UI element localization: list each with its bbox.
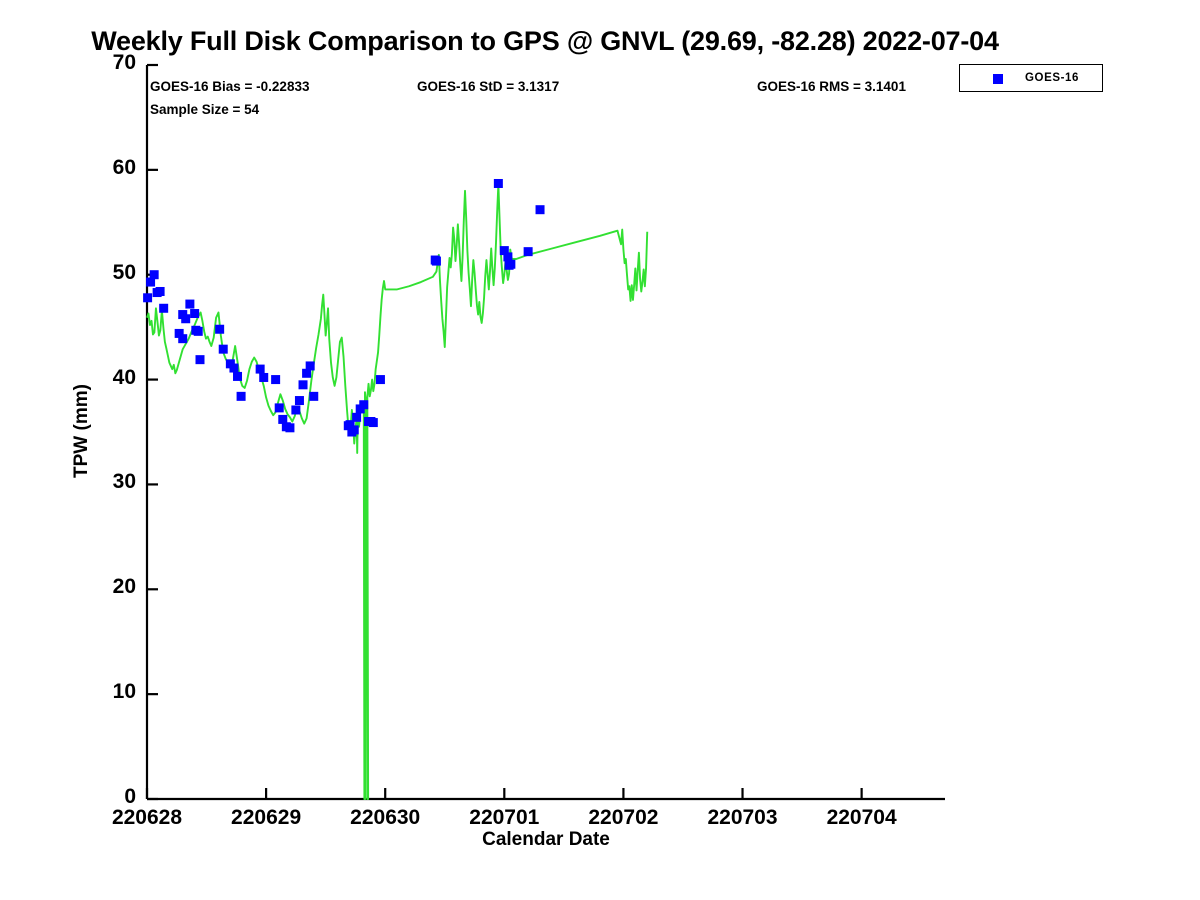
scatter-point <box>278 414 288 424</box>
scatter-point <box>523 247 533 257</box>
scatter-point <box>178 334 188 344</box>
scatter-point <box>359 400 369 410</box>
gps-trace-path <box>146 183 649 800</box>
x-tick-label-220630: 220630 <box>350 806 421 829</box>
x-axis-label: Calendar Date <box>482 829 610 850</box>
x-tick-label-220629: 220629 <box>231 806 302 829</box>
scatter-point <box>368 418 378 428</box>
scatter-point <box>193 326 203 336</box>
scatter-point <box>259 372 269 382</box>
scatter-point <box>349 425 359 435</box>
y-axis-ticks <box>147 63 158 801</box>
y-tick-label-70: 70 <box>112 51 136 74</box>
scatter-point <box>149 270 159 280</box>
scatter-point <box>181 314 191 324</box>
annotation-bias: GOES-16 Bias = -0.22833 <box>150 79 310 94</box>
y-tick-label-0: 0 <box>124 785 136 808</box>
scatter-point <box>271 375 281 385</box>
scatter-point <box>499 246 509 256</box>
scatter-point <box>375 375 385 385</box>
scatter-point <box>431 256 441 266</box>
gps-line-series <box>146 183 649 800</box>
x-tick-label-220628: 220628 <box>111 806 183 829</box>
scatter-point <box>159 303 169 313</box>
scatter-point <box>143 293 153 303</box>
annotation-sample-size: Sample Size = 54 <box>150 102 260 117</box>
scatter-point <box>309 391 319 401</box>
scatter-point <box>155 286 165 296</box>
scatter-point <box>174 328 184 338</box>
y-tick-label-20: 20 <box>112 575 136 599</box>
scatter-point <box>195 355 205 365</box>
scatter-point <box>233 371 243 381</box>
scatter-point <box>298 380 308 390</box>
goes16-scatter-series <box>143 178 545 437</box>
scatter-point <box>215 324 225 334</box>
scatter-point <box>506 259 516 269</box>
y-tick-label-50: 50 <box>112 260 136 284</box>
scatter-point <box>146 277 156 287</box>
scatter-point <box>255 364 265 374</box>
page-title: Weekly Full Disk Comparison to GPS @ GNV… <box>91 26 999 56</box>
scatter-point <box>294 396 304 406</box>
annotation-std: GOES-16 StD = 3.1317 <box>417 79 560 94</box>
scatter-point <box>190 309 200 319</box>
scatter-point <box>218 344 228 354</box>
x-axis-ticks <box>145 788 863 799</box>
scatter-point <box>305 361 315 371</box>
scatter-point <box>274 403 284 413</box>
scatter-point <box>503 252 513 262</box>
scatter-point <box>229 363 239 373</box>
scatter-point <box>345 420 355 430</box>
legend-marker-goes16-icon <box>993 74 1003 84</box>
scatter-point <box>291 405 301 415</box>
y-tick-label-60: 60 <box>112 155 136 179</box>
scatter-point <box>236 391 246 401</box>
legend-label-goes16: GOES-16 <box>1025 72 1080 84</box>
legend: GOES-16 <box>959 64 1103 92</box>
scatter-point <box>302 368 312 378</box>
scatter-point <box>493 178 503 188</box>
x-tick-label-220702: 220702 <box>588 806 659 829</box>
x-tick-label-220701: 220701 <box>469 806 540 829</box>
y-tick-label-10: 10 <box>112 680 136 704</box>
annotation-rms: GOES-16 RMS = 3.1401 <box>757 79 906 94</box>
x-tick-label-220704: 220704 <box>826 806 897 829</box>
scatter-point <box>285 423 295 433</box>
axis-lines <box>145 65 945 801</box>
x-tick-label-220703: 220703 <box>707 806 778 829</box>
scatter-point <box>185 299 195 309</box>
y-tick-label-40: 40 <box>112 365 136 389</box>
scatter-point <box>535 205 545 215</box>
scatter-point <box>352 412 362 422</box>
y-tick-label-30: 30 <box>112 470 136 494</box>
